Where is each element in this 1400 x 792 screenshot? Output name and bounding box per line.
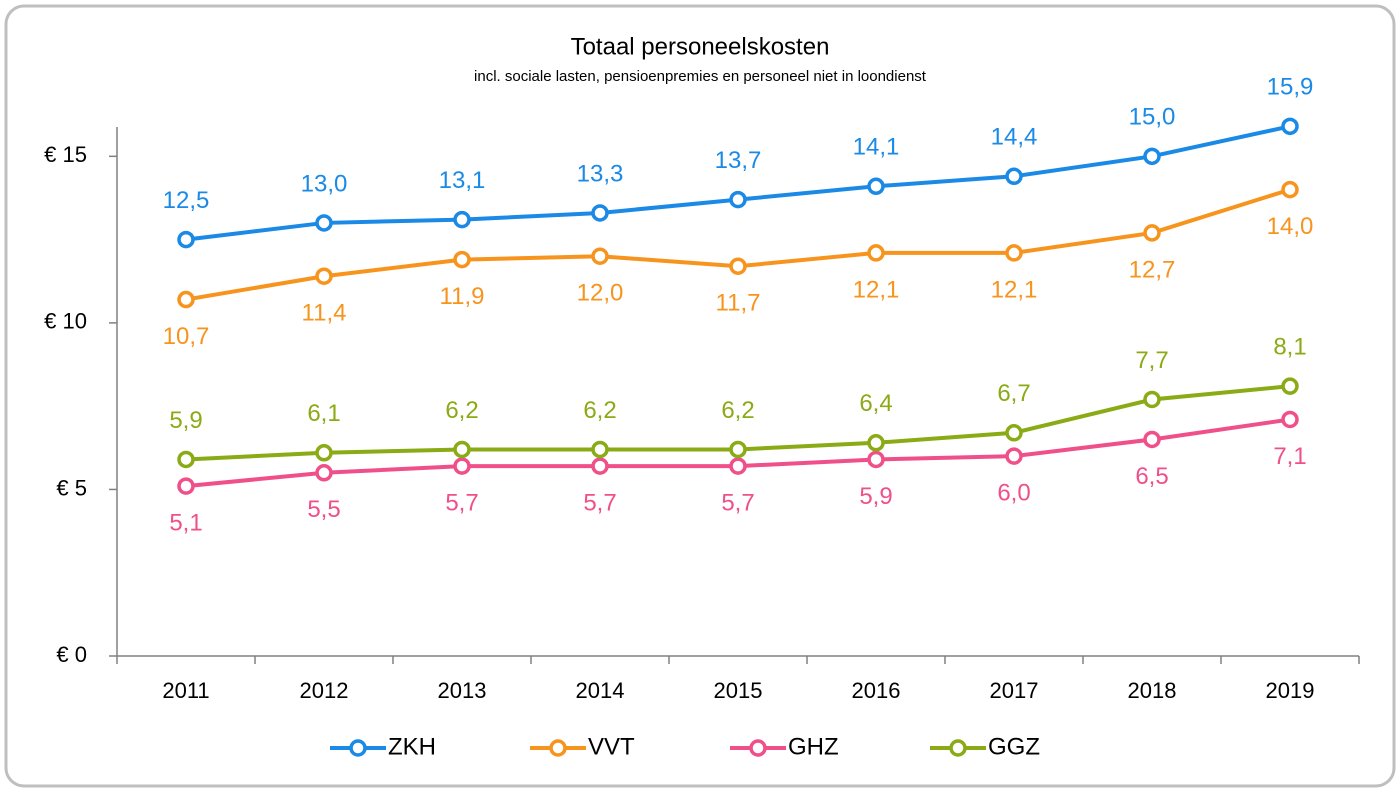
- data-point: [729, 257, 747, 275]
- data-point: [867, 434, 885, 452]
- data-label: 5,7: [721, 489, 754, 516]
- data-label: 10,7: [163, 323, 210, 350]
- data-point: [867, 177, 885, 196]
- data-label: 6,0: [997, 479, 1030, 506]
- data-label: 12,1: [991, 276, 1038, 303]
- data-point: [1281, 410, 1299, 429]
- data-label: 7,7: [1135, 347, 1168, 374]
- data-label: 11,9: [440, 283, 485, 310]
- data-point: [729, 190, 747, 209]
- data-point: [1005, 424, 1023, 442]
- data-label: 13,0: [301, 170, 348, 197]
- data-point: [1005, 447, 1023, 465]
- frame: [4, 4, 1396, 788]
- y-tick-label: € 10: [44, 309, 87, 334]
- data-point: [1281, 180, 1299, 199]
- data-point: [177, 290, 195, 309]
- data-point: [867, 244, 885, 262]
- data-label: 5,1: [169, 509, 202, 536]
- data-label: 13,7: [715, 147, 762, 174]
- legend-label: ZKH: [388, 733, 436, 760]
- data-label: 12,5: [163, 187, 210, 214]
- data-point: [453, 210, 471, 229]
- legend-marker: [749, 739, 767, 757]
- x-tick-label: 2012: [300, 678, 349, 703]
- y-tick-label: € 5: [56, 475, 87, 500]
- data-point: [1281, 377, 1299, 395]
- y-tick-label: € 0: [56, 642, 87, 667]
- x-tick-label: 2014: [576, 678, 625, 703]
- data-point: [1143, 147, 1161, 166]
- data-label: 6,7: [997, 380, 1030, 407]
- data-point: [453, 440, 471, 459]
- data-label: 14,1: [853, 134, 900, 161]
- data-point: [867, 450, 885, 469]
- data-label: 8,1: [1273, 334, 1306, 361]
- data-point: [453, 250, 471, 269]
- legend-marker: [949, 739, 967, 757]
- data-point: [1005, 167, 1023, 186]
- data-point: [1143, 390, 1161, 409]
- data-point: [1143, 430, 1161, 449]
- x-tick-label: 2018: [1128, 678, 1177, 703]
- data-point: [1281, 117, 1299, 136]
- data-point: [591, 457, 609, 475]
- data-label: 5,5: [307, 496, 340, 523]
- data-label: 14,0: [1267, 213, 1314, 240]
- data-label: 15,0: [1129, 104, 1176, 131]
- data-label: 5,7: [445, 489, 478, 516]
- y-tick-label: € 15: [44, 142, 87, 167]
- data-point: [729, 440, 747, 459]
- chart-subtitle: incl. sociale lasten, pensioenpremies en…: [474, 68, 927, 85]
- data-label: 6,2: [583, 397, 616, 424]
- x-tick-label: 2013: [438, 678, 487, 703]
- legend-marker: [349, 739, 367, 757]
- data-point: [591, 204, 609, 222]
- x-tick-label: 2011: [162, 678, 209, 703]
- data-label: 15,9: [1267, 74, 1314, 101]
- data-label: 12,0: [577, 280, 624, 307]
- x-tick-label: 2019: [1266, 678, 1315, 703]
- data-label: 6,1: [307, 400, 340, 427]
- data-point: [177, 230, 195, 249]
- data-point: [177, 477, 195, 495]
- data-label: 13,1: [439, 167, 486, 194]
- x-tick-label: 2017: [990, 678, 1039, 703]
- chart-title: Totaal personeelskosten: [571, 33, 830, 60]
- data-point: [453, 457, 471, 475]
- data-point: [591, 247, 609, 265]
- data-point: [177, 450, 195, 469]
- legend-label: GHZ: [788, 733, 839, 760]
- data-point: [1143, 224, 1161, 242]
- data-point: [315, 214, 333, 232]
- data-point: [1005, 244, 1023, 262]
- data-label: 7,1: [1273, 443, 1306, 470]
- data-point: [315, 267, 333, 285]
- data-point: [591, 440, 609, 459]
- data-label: 11,4: [302, 300, 347, 327]
- legend-label: GGZ: [988, 733, 1040, 760]
- x-tick-label: 2016: [852, 678, 901, 703]
- data-label: 6,4: [859, 390, 892, 417]
- data-label: 6,5: [1135, 463, 1168, 490]
- legend-marker: [549, 739, 567, 757]
- legend-label: VVT: [588, 733, 635, 760]
- data-label: 12,1: [853, 276, 900, 303]
- data-label: 14,4: [991, 124, 1038, 151]
- data-point: [315, 464, 333, 482]
- data-label: 13,3: [577, 160, 624, 187]
- data-label: 5,9: [169, 407, 202, 434]
- data-label: 5,9: [859, 483, 892, 510]
- data-label: 5,7: [583, 489, 616, 516]
- data-label: 11,7: [716, 290, 761, 317]
- data-point: [315, 444, 333, 462]
- data-label: 6,2: [721, 397, 754, 424]
- x-tick-label: 2015: [714, 678, 763, 703]
- data-label: 6,2: [445, 397, 478, 424]
- data-point: [729, 457, 747, 475]
- data-label: 12,7: [1129, 256, 1176, 283]
